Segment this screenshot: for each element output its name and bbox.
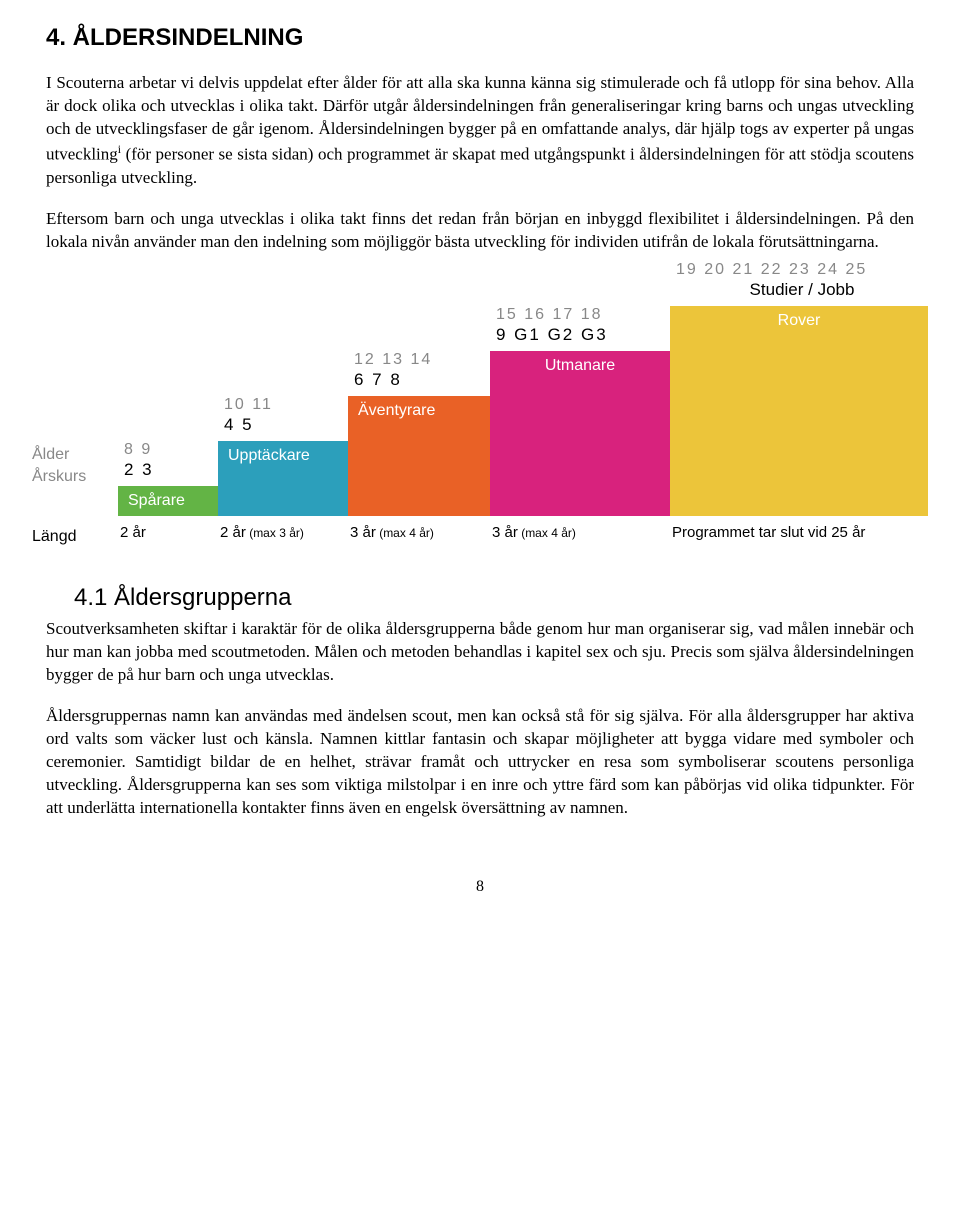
age-group-column: Äventyrare6 7 812 13 143 år (max 4 år) (348, 272, 490, 552)
grades-row: 4 5 (218, 414, 348, 436)
label-length: Längd (32, 526, 102, 548)
label-age: Ålder (32, 444, 102, 466)
paragraph-1b: (för personer se sista sidan) och progra… (46, 145, 914, 187)
group-bar: Spårare (118, 486, 218, 516)
group-bar: Upptäckare (218, 441, 348, 471)
age-group-column: Upptäckare4 510 112 år (max 3 år) (218, 272, 348, 552)
age-group-column: Utmanare9 G1 G2 G315 16 17 183 år (max 4… (490, 272, 670, 552)
grades-row: 9 G1 G2 G3 (490, 324, 670, 346)
group-bar-fill (490, 381, 670, 516)
age-groups-chart: Ålder Årskurs Längd Spårare2 38 92 årUpp… (46, 272, 914, 552)
group-bar-fill (348, 426, 490, 516)
section-heading: 4. ÅLDERSINDELNING (46, 22, 914, 54)
paragraph-1: I Scouterna arbetar vi delvis uppdelat e… (46, 72, 914, 189)
paragraph-4: Åldersgruppernas namn kan användas med ä… (46, 705, 914, 820)
group-bar: Äventyrare (348, 396, 490, 426)
age-group-column: Spårare2 38 92 år (118, 272, 218, 552)
age-group-column: RoverStudier / Jobb19 20 21 22 23 24 25P… (670, 272, 928, 552)
label-grade: Årskurs (32, 466, 102, 488)
subsection-heading: 4.1 Åldersgrupperna (74, 582, 914, 614)
page-number: 8 (46, 876, 914, 898)
paragraph-3: Scoutverksamheten skiftar i karaktär för… (46, 618, 914, 687)
ages-row: 19 20 21 22 23 24 25 (670, 259, 960, 281)
length-row: Programmet tar slut vid 25 år (670, 523, 960, 543)
group-bar: Rover (670, 306, 928, 336)
studier-label: Studier / Jobb (670, 279, 928, 301)
paragraph-2: Eftersom barn och unga utvecklas i olika… (46, 208, 914, 254)
grades-row: 2 3 (118, 459, 218, 481)
grades-row: 6 7 8 (348, 369, 490, 391)
group-bar-fill (218, 471, 348, 516)
group-bar: Utmanare (490, 351, 670, 381)
group-bar-fill (670, 336, 928, 516)
row-labels: Ålder Årskurs (32, 444, 102, 488)
